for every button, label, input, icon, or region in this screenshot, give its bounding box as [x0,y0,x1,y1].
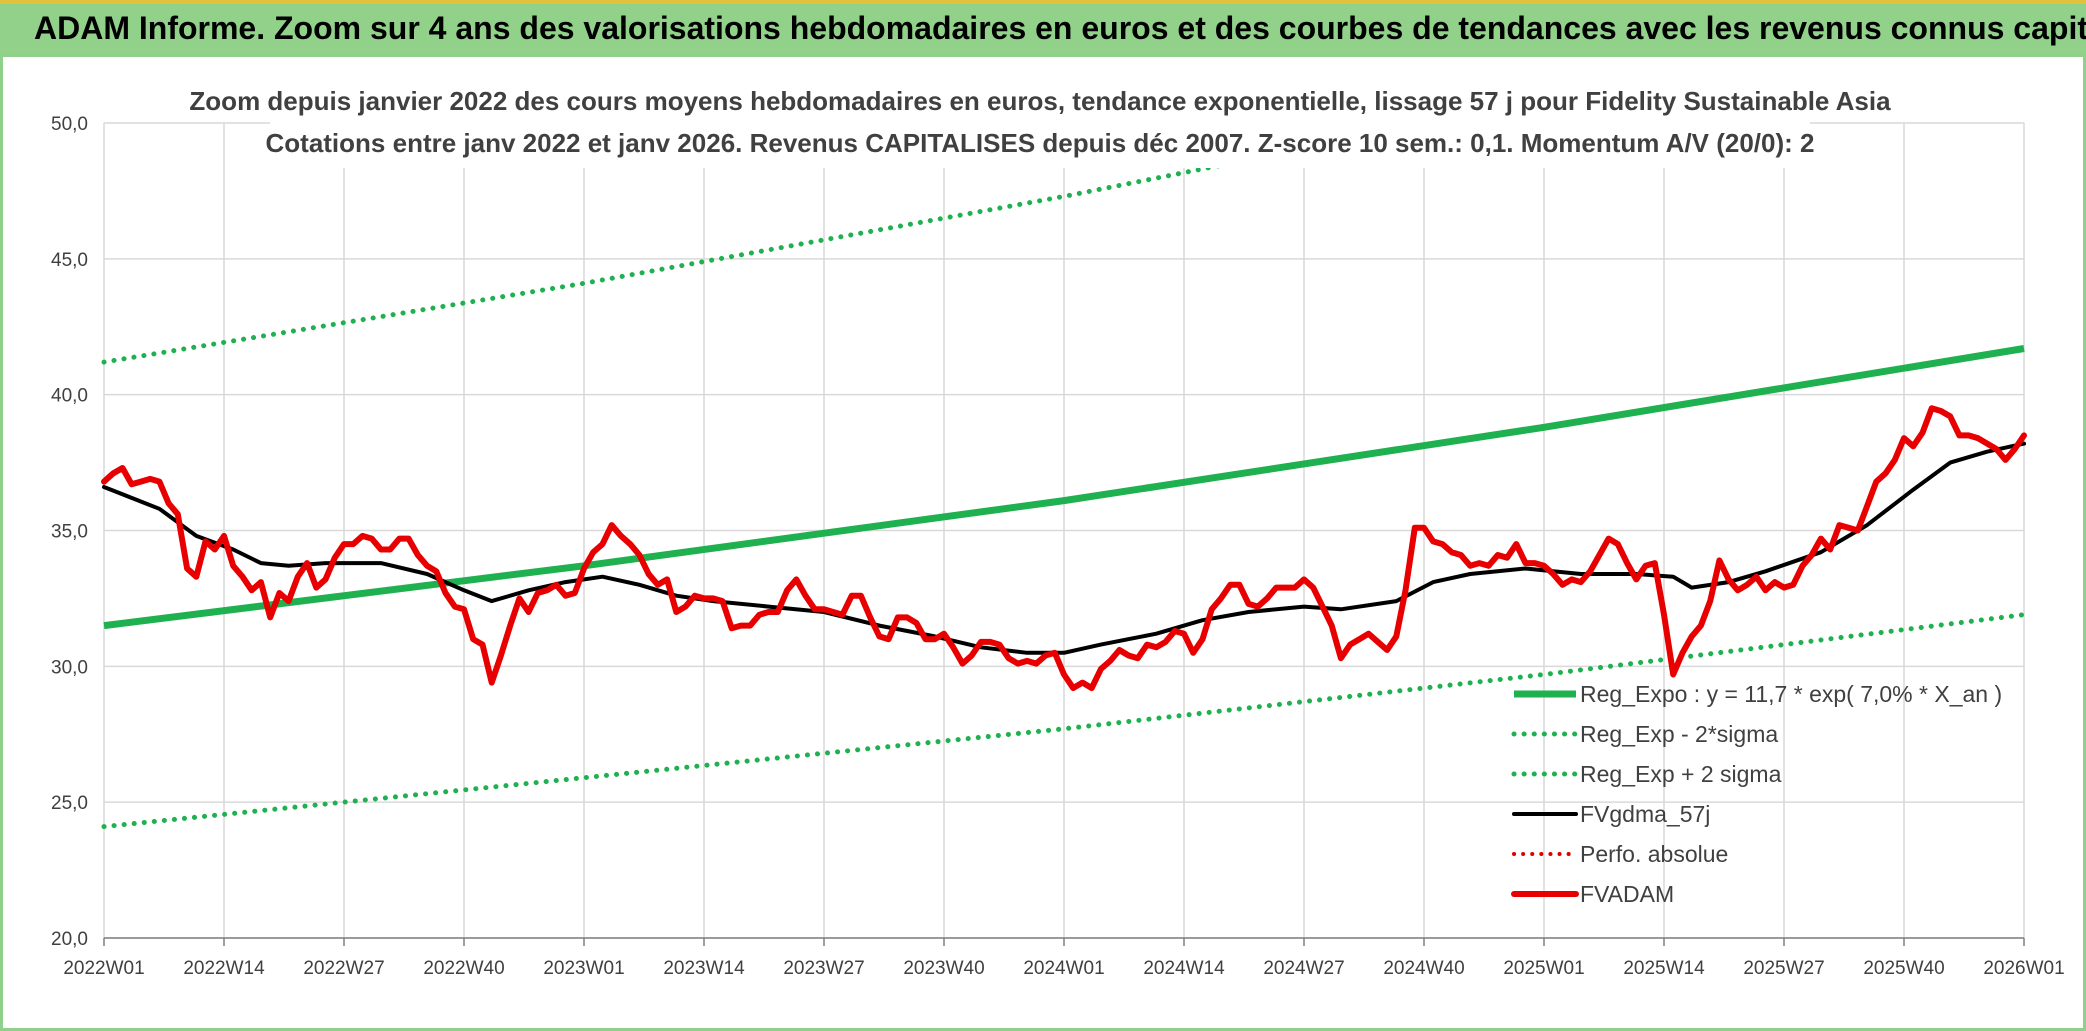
x-tick-label: 2022W14 [183,958,265,979]
x-tick-label: 2025W14 [1623,958,1705,979]
x-tick-label: 2023W14 [663,958,745,979]
trend-line [103,345,2025,630]
upper-sigma-line [101,121,1458,365]
y-tick-label: 30,0 [51,657,88,678]
y-tick-label: 40,0 [51,386,88,407]
y-tick-label: 50,0 [51,114,88,135]
y-tick-label: 35,0 [51,522,88,543]
x-tick-label: 2025W27 [1743,958,1824,979]
title-background [270,80,1810,168]
x-tick-label: 2025W40 [1863,958,1944,979]
legend-label: Perfo. absolue [1580,841,1728,867]
report-banner: ADAM Informe. Zoom sur 4 ans des valoris… [0,0,2086,54]
report-title: ADAM Informe. Zoom sur 4 ans des valoris… [34,10,2086,46]
x-tick-label: 2023W27 [783,958,864,979]
y-tick-label: 20,0 [51,929,88,950]
x-tick-label: 2022W40 [423,958,504,979]
x-tick-label: 2024W14 [1143,958,1225,979]
y-tick-label: 25,0 [51,793,88,814]
axes: 20,0 25,0 30,0 35,0 40,0 45,0 50,0 2022W01 2022W… [51,114,2065,979]
legend-label: FVADAM [1580,881,1674,907]
legend-label: FVgdma_57j [1580,801,1710,827]
x-tick-label: 2023W40 [903,958,984,979]
series [101,121,2027,830]
x-tick-label: 2024W40 [1383,958,1464,979]
x-tick-label: 2022W01 [63,958,144,979]
chart-frame [0,54,2086,1031]
x-tick-label: 2024W27 [1263,958,1344,979]
x-tick-label: 2024W01 [1023,958,1104,979]
legend-label: Reg_Expo : y = 11,7 * exp( 7,0% * X_an ) [1580,681,2002,707]
x-tick-label: 2026W01 [1983,958,2064,979]
legend-label: Reg_Exp - 2*sigma [1580,721,1778,747]
x-tick-label: 2025W01 [1503,958,1584,979]
chart-title: Zoom depuis janvier 2022 des cours moyen… [189,86,1891,116]
fvadam-line [101,405,2027,692]
chart-titles: Zoom depuis janvier 2022 des cours moyen… [189,80,1891,168]
legend-label: Reg_Exp + 2 sigma [1580,761,1782,787]
legend: Reg_Expo : y = 11,7 * exp( 7,0% * X_an )… [1511,681,2002,907]
lower-sigma-line [101,612,2027,830]
x-tick-label: 2023W01 [543,958,624,979]
y-tick-label: 45,0 [51,250,88,271]
x-tick-label: 2022W27 [303,958,384,979]
chart-subtitle: Cotations entre janv 2022 et janv 2026. … [266,128,1815,158]
